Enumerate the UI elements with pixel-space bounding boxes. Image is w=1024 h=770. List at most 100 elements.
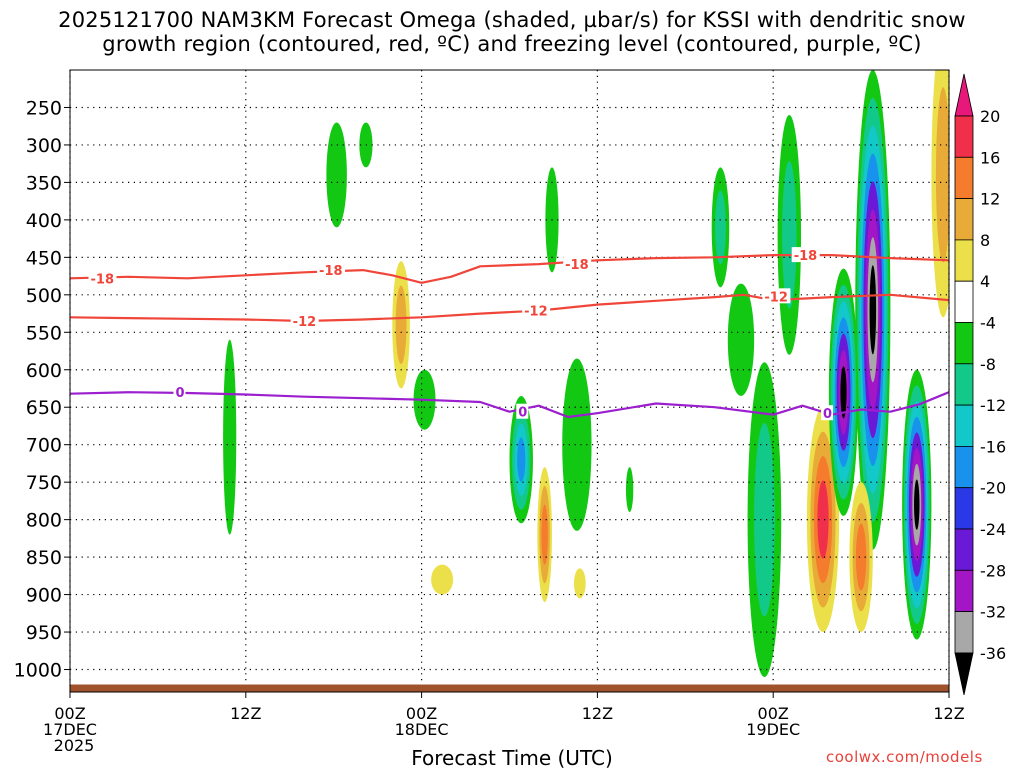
omega-cell [562, 358, 592, 531]
colorbar-label: 12 [980, 190, 1000, 209]
omega-cell [431, 564, 454, 595]
chart-title-line-1: 2025121700 NAM3KM Forecast Omega (shaded… [58, 8, 966, 32]
colorbar-swatch [954, 280, 974, 323]
omega-cell [625, 467, 634, 513]
y-tick-label: 800 [26, 510, 62, 532]
ground-surface [70, 684, 949, 692]
omega-cell [223, 339, 237, 535]
x-tick-label: 00Z [406, 704, 437, 723]
y-tick-label: 250 [26, 97, 62, 119]
x-axis-title: Forecast Time (UTC) [411, 746, 613, 770]
omega-cell [517, 437, 526, 482]
x-tick-label: 18DEC [395, 720, 449, 739]
chart-title-line-2: growth region (contoured, red, ºC) and f… [102, 32, 922, 56]
colorbar-swatch [954, 322, 974, 365]
colorbar-swatch [954, 487, 974, 530]
omega-cell [782, 161, 797, 309]
y-tick-label: 300 [26, 135, 62, 157]
omega-cell [855, 523, 867, 591]
contour-labels: -18 -18 -18 -18 -12 -12 -12 0 0 0 [88, 247, 834, 422]
temperature-contours [70, 254, 949, 419]
contour-label-bg [290, 313, 319, 329]
x-tick-label: 12Z [582, 704, 613, 723]
omega-cell [715, 190, 726, 265]
colorbar-label: -4 [980, 314, 996, 333]
y-tick-label: 350 [26, 172, 62, 194]
colorbar-bottom-arrow [954, 652, 974, 695]
colorbar-swatch [954, 115, 974, 158]
colorbar-label: -28 [980, 561, 1006, 580]
contour-label-bg [173, 384, 186, 400]
y-tick-label: 600 [26, 360, 62, 382]
colorbar-label: -32 [980, 603, 1006, 622]
contour-label: -12 [764, 290, 788, 305]
omega-cell [935, 87, 949, 263]
contour-label-bg [522, 302, 551, 318]
x-tick-label: 19DEC [746, 720, 800, 739]
y-tick-label: 750 [26, 472, 62, 494]
omega-colorbar: 20 16 12 8 4 -4 -8 -12 -16 -20 -24 -28 -32 -36 [954, 73, 1006, 695]
colorbar-label: -24 [980, 520, 1006, 539]
contour-label-bg [563, 256, 592, 272]
colorbar-label: -8 [980, 355, 996, 374]
omega-cell [869, 265, 877, 355]
colorbar-label: 20 [980, 107, 1000, 126]
colorbar-top-arrow [954, 73, 974, 117]
y-tick-label: 1000 [14, 660, 62, 682]
colorbar-label: -36 [980, 644, 1006, 663]
y-tick-label: 900 [26, 585, 62, 607]
contour-line [70, 391, 949, 419]
contour-label: 0 [823, 407, 832, 422]
colorbar-label: -12 [980, 396, 1006, 415]
colorbar-label: 8 [980, 231, 990, 250]
colorbar-swatch [954, 404, 974, 447]
colorbar-swatch [954, 239, 974, 282]
omega-cell [727, 283, 755, 396]
omega-cell [395, 285, 407, 364]
x-tick-label: 00Z [758, 704, 789, 723]
contour-label-bg [88, 270, 117, 286]
colorbar-swatch [954, 156, 974, 200]
x-tick-label: 2025 [54, 736, 95, 755]
colorbar-swatch [954, 569, 974, 612]
colorbar-swatch [954, 528, 974, 571]
colorbar-swatch [954, 611, 974, 654]
colorbar-swatch [954, 363, 974, 406]
y-tick-label: 400 [26, 210, 62, 232]
contour-label: 0 [518, 406, 527, 421]
y-tick-label: 650 [26, 397, 62, 419]
omega-cell [914, 479, 920, 530]
contour-label-bg [791, 247, 820, 263]
omega-cell [754, 422, 775, 617]
omega-cell [840, 366, 847, 419]
contour-label: -18 [319, 264, 343, 279]
contour-label-bg [516, 403, 529, 419]
colorbar-label: 16 [980, 148, 1000, 167]
x-tick-label: 00Z [54, 704, 85, 723]
colorbar-label: -20 [980, 479, 1006, 498]
y-tick-label: 850 [26, 547, 62, 569]
site-credit[interactable]: coolwx.com/models [826, 748, 983, 766]
y-tick-label: 450 [26, 247, 62, 269]
colorbar-swatch [954, 198, 974, 241]
ground-band [70, 684, 949, 692]
contour-label: -18 [91, 272, 115, 287]
contour-label: -18 [565, 258, 589, 273]
y-tick-label: 700 [26, 435, 62, 457]
colorbar-label: 4 [980, 272, 990, 291]
contour-label-bg [821, 405, 834, 421]
x-tick-label: 17DEC [43, 720, 97, 739]
contour-label-bg [317, 262, 346, 278]
contour-label: -12 [524, 305, 548, 320]
y-tick-label: 550 [26, 322, 62, 344]
contour-line [70, 254, 949, 284]
colorbar-swatch [954, 445, 974, 489]
x-tick-label: 12Z [933, 704, 964, 723]
omega-cell [326, 122, 347, 228]
y-tick-label: 950 [26, 622, 62, 644]
omega-cell [541, 504, 548, 565]
contour-line [70, 293, 949, 323]
contour-label-bg [762, 288, 791, 304]
